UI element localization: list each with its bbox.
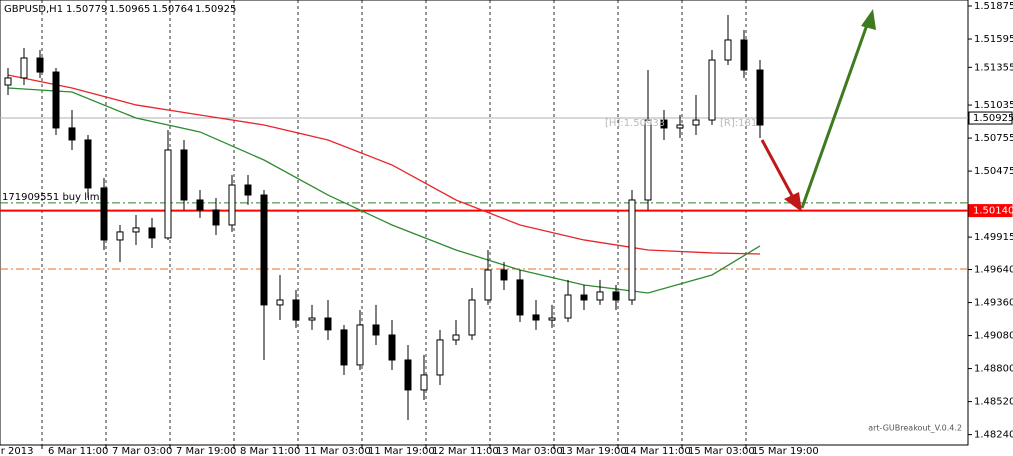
candle-body <box>436 339 444 376</box>
candle-body <box>708 59 716 121</box>
y-tick-label: 1.49360 <box>974 298 1013 309</box>
candle-body <box>660 119 668 129</box>
candle-body <box>100 187 108 241</box>
candle-body <box>164 149 172 239</box>
candle-body <box>52 71 60 129</box>
price-box <box>968 204 1013 218</box>
candle-body <box>116 231 124 241</box>
y-tick-label: 1.49915 <box>974 232 1013 243</box>
candle-body <box>724 39 732 61</box>
candle-body <box>276 299 284 306</box>
x-tick-label: 7 Mar 03:00 <box>112 446 172 456</box>
candle-body <box>484 269 492 301</box>
ma-line <box>7 87 761 294</box>
ohlc-low: 1.50764 <box>152 4 193 15</box>
candle-body <box>612 291 620 301</box>
x-tick-label: 12 Mar 11:00 <box>432 446 499 456</box>
candle-body <box>228 184 236 226</box>
x-tick-label: 11 Mar 19:00 <box>368 446 435 456</box>
candle-body <box>420 374 428 391</box>
candle-body <box>340 329 348 366</box>
info-label: [R]:181 <box>720 118 757 129</box>
symbol: GBPUSD,H1 <box>4 4 63 15</box>
ohlc-high: 1.50965 <box>109 4 150 15</box>
arrow-down <box>760 139 798 204</box>
candle-body <box>404 359 412 391</box>
x-tick-label: 13 Mar 19:00 <box>560 446 627 456</box>
x-tick-label: 13 Mar 03:00 <box>496 446 563 456</box>
x-tick-label: 15 Mar 03:00 <box>688 446 755 456</box>
candle-body <box>548 317 556 321</box>
candle-body <box>516 279 524 316</box>
candle-body <box>244 184 252 196</box>
candle-body <box>580 294 588 301</box>
candle-body <box>84 139 92 189</box>
candle-body <box>20 57 28 79</box>
candle-body <box>468 299 476 336</box>
x-tick-label: 14 Mar 11:00 <box>624 446 691 456</box>
candle-body <box>676 124 684 129</box>
y-tick-label: 1.48800 <box>974 364 1013 375</box>
info-label: [H]:1.50933 <box>605 118 665 129</box>
candle-body <box>532 314 540 321</box>
candle-body <box>212 209 220 226</box>
ohlc-close: 1.50925 <box>195 4 236 15</box>
x-tick-label: 15 Mar 19:00 <box>752 446 819 456</box>
candle-body <box>36 57 44 73</box>
candle-body <box>196 199 204 211</box>
order-label: 171909551 buy limit <box>2 192 106 203</box>
candle-body <box>356 324 364 366</box>
candle-body <box>596 291 604 301</box>
arrow-head <box>784 192 802 212</box>
candle-body <box>692 119 700 126</box>
arrow-up <box>800 21 870 209</box>
y-tick-label: 1.51355 <box>974 62 1013 73</box>
price-box-label: 1.50925 <box>973 113 1013 124</box>
ohlc-open: 1.50779 <box>66 4 107 15</box>
candle-body <box>4 77 12 86</box>
y-tick-label: 1.48240 <box>974 430 1013 441</box>
candle-body <box>68 127 76 141</box>
x-tick-label: 8 Mar 11:00 <box>240 446 300 456</box>
candle-body <box>388 334 396 361</box>
y-tick-label: 1.49080 <box>974 331 1013 342</box>
x-tick-label: 11 Mar 03:00 <box>304 446 371 456</box>
forecast-arrows <box>760 9 876 212</box>
y-tick-label: 1.50755 <box>974 133 1013 144</box>
arrow-head <box>861 9 876 30</box>
y-tick-label: 1.48520 <box>974 397 1013 408</box>
candle-body <box>564 294 572 319</box>
candle-body <box>756 69 764 126</box>
price-box-label: 1.50140 <box>973 206 1013 217</box>
y-tick-label: 1.49640 <box>974 265 1013 276</box>
y-tick-label: 1.50475 <box>974 166 1013 177</box>
price-box <box>968 111 1013 125</box>
footer: art-GUBreakout_V.0.4.2 <box>868 424 962 433</box>
x-tick-label: 7 Mar 19:00 <box>176 446 236 456</box>
chart-layer <box>0 0 968 445</box>
candle-body <box>292 299 300 321</box>
candle-body <box>132 227 140 233</box>
candle-body <box>628 199 636 301</box>
candle-body <box>308 317 316 321</box>
y-tick-label: 1.51595 <box>974 34 1013 45</box>
candle-body <box>260 194 268 306</box>
x-tick-label: Mar 2013 <box>0 446 34 456</box>
candle-body <box>740 39 748 71</box>
candle-body <box>452 334 460 341</box>
candle-body <box>180 149 188 201</box>
x-tick-label: 6 Mar 11:00 <box>48 446 108 456</box>
candle-body <box>500 269 508 281</box>
candle-body <box>372 324 380 336</box>
candle-body <box>148 227 156 239</box>
y-tick-label: 1.51875 <box>974 1 1013 12</box>
ma-line <box>7 74 761 255</box>
candle-body <box>324 317 332 331</box>
candle-body <box>644 119 652 201</box>
plot-frame <box>0 0 969 446</box>
y-tick-label: 1.51035 <box>974 100 1013 111</box>
